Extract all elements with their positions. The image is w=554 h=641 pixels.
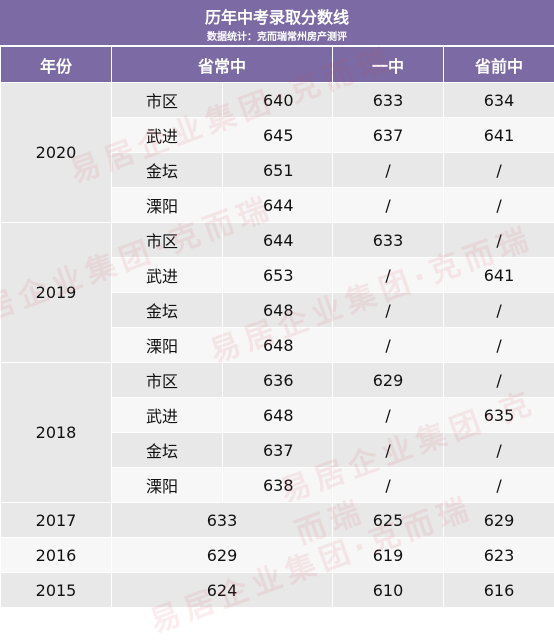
shengqian-score-cell: / bbox=[444, 293, 554, 328]
shengchang-score-cell: 653 bbox=[223, 258, 333, 293]
yizhong-score-cell: 633 bbox=[333, 223, 444, 258]
yizhong-score-cell: / bbox=[333, 398, 444, 433]
shengchang-score-cell: 648 bbox=[223, 328, 333, 363]
shengchang-score-cell: 648 bbox=[223, 293, 333, 328]
year-cell: 2020 bbox=[1, 83, 112, 223]
shengqian-score-cell: / bbox=[444, 153, 554, 188]
yizhong-score-cell: 629 bbox=[333, 363, 444, 398]
yizhong-score-cell: / bbox=[333, 293, 444, 328]
shengchang-score-cell: 648 bbox=[223, 398, 333, 433]
year-cell: 2019 bbox=[1, 223, 112, 363]
yizhong-score-cell: 619 bbox=[333, 538, 444, 573]
district-cell: 金坛 bbox=[112, 293, 223, 328]
shengchang-score-cell: 645 bbox=[223, 118, 333, 153]
yizhong-score-cell: / bbox=[333, 153, 444, 188]
shengchang-score-cell: 640 bbox=[223, 83, 333, 118]
shengqian-score-cell: / bbox=[444, 188, 554, 223]
yizhong-score-cell: 610 bbox=[333, 573, 444, 608]
shengqian-score-cell: / bbox=[444, 468, 554, 503]
shengqian-score-cell: 635 bbox=[444, 398, 554, 433]
shengqian-score-cell: / bbox=[444, 433, 554, 468]
yizhong-score-cell: / bbox=[333, 328, 444, 363]
yizhong-score-cell: / bbox=[333, 258, 444, 293]
shengchang-score-cell: 633 bbox=[112, 503, 333, 538]
district-cell: 武进 bbox=[112, 258, 223, 293]
page-title: 历年中考录取分数线 bbox=[0, 4, 554, 28]
shengchang-score-cell: 637 bbox=[223, 433, 333, 468]
shengqian-score-cell: 616 bbox=[444, 573, 554, 608]
district-cell: 武进 bbox=[112, 398, 223, 433]
district-cell: 溧阳 bbox=[112, 188, 223, 223]
header-year: 年份 bbox=[1, 47, 112, 83]
shengchang-score-cell: 624 bbox=[112, 573, 333, 608]
district-cell: 溧阳 bbox=[112, 468, 223, 503]
score-table-image: 历年中考录取分数线 数据统计：克而瑞常州房产测评 年份 省常中 一中 省前中 2… bbox=[0, 0, 554, 613]
yizhong-score-cell: / bbox=[333, 188, 444, 223]
district-cell: 市区 bbox=[112, 363, 223, 398]
shengqian-score-cell: 634 bbox=[444, 83, 554, 118]
header-shengqian: 省前中 bbox=[444, 47, 554, 83]
shengqian-score-cell: 641 bbox=[444, 258, 554, 293]
district-cell: 金坛 bbox=[112, 153, 223, 188]
shengqian-score-cell: 629 bbox=[444, 503, 554, 538]
year-cell: 2018 bbox=[1, 363, 112, 503]
header-shengchang: 省常中 bbox=[112, 47, 333, 83]
shengchang-score-cell: 629 bbox=[112, 538, 333, 573]
shengqian-score-cell: 641 bbox=[444, 118, 554, 153]
shengqian-score-cell: / bbox=[444, 363, 554, 398]
district-cell: 市区 bbox=[112, 223, 223, 258]
shengchang-score-cell: 638 bbox=[223, 468, 333, 503]
yizhong-score-cell: / bbox=[333, 468, 444, 503]
year-cell: 2017 bbox=[1, 503, 112, 538]
table-header-row: 年份 省常中 一中 省前中 bbox=[1, 47, 554, 83]
header-yizhong: 一中 bbox=[333, 47, 444, 83]
shengchang-score-cell: 636 bbox=[223, 363, 333, 398]
yizhong-score-cell: 637 bbox=[333, 118, 444, 153]
shengqian-score-cell: 623 bbox=[444, 538, 554, 573]
shengchang-score-cell: 651 bbox=[223, 153, 333, 188]
title-bar: 历年中考录取分数线 数据统计：克而瑞常州房产测评 bbox=[0, 0, 554, 45]
district-cell: 溧阳 bbox=[112, 328, 223, 363]
shengchang-score-cell: 644 bbox=[223, 188, 333, 223]
district-cell: 市区 bbox=[112, 83, 223, 118]
yizhong-score-cell: / bbox=[333, 433, 444, 468]
shengchang-score-cell: 644 bbox=[223, 223, 333, 258]
year-cell: 2016 bbox=[1, 538, 112, 573]
district-cell: 武进 bbox=[112, 118, 223, 153]
year-cell: 2015 bbox=[1, 573, 112, 608]
shengqian-score-cell: / bbox=[444, 223, 554, 258]
shengqian-score-cell: / bbox=[444, 328, 554, 363]
yizhong-score-cell: 625 bbox=[333, 503, 444, 538]
district-cell: 金坛 bbox=[112, 433, 223, 468]
page-subtitle: 数据统计：克而瑞常州房产测评 bbox=[0, 28, 554, 43]
yizhong-score-cell: 633 bbox=[333, 83, 444, 118]
